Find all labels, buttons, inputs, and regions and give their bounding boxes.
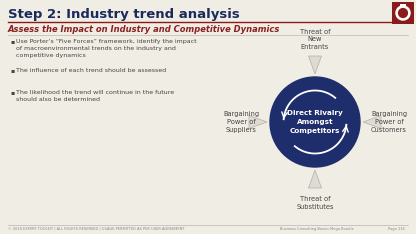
Text: Assess the Impact on Industry and Competitive Dynamics: Assess the Impact on Industry and Compet… [8, 25, 280, 34]
Text: Bargaining
Power of
Customers: Bargaining Power of Customers [371, 111, 407, 133]
Text: ▪: ▪ [10, 90, 14, 95]
Text: Threat of
Substitutes: Threat of Substitutes [296, 196, 334, 210]
Circle shape [399, 9, 407, 17]
Text: Bargaining
Power of
Suppliers: Bargaining Power of Suppliers [223, 111, 259, 133]
Text: Business Consulting Basics Mega Bundle: Business Consulting Basics Mega Bundle [280, 227, 354, 231]
Polygon shape [363, 116, 381, 128]
Polygon shape [309, 170, 322, 188]
FancyBboxPatch shape [392, 2, 414, 24]
Text: Page 116: Page 116 [388, 227, 405, 231]
Polygon shape [249, 116, 267, 128]
Text: Threat of
New
Entrants: Threat of New Entrants [300, 29, 330, 50]
FancyBboxPatch shape [400, 4, 406, 7]
Circle shape [270, 77, 360, 167]
Text: ▪: ▪ [10, 39, 14, 44]
Text: The influence of each trend should be assessed: The influence of each trend should be as… [16, 68, 166, 73]
Text: Step 2: Industry trend analysis: Step 2: Industry trend analysis [8, 8, 240, 21]
Text: © 2018 EXPERT TOOLKIT | ALL RIGHTS RESERVED | USAGE PERMITTED AS PER USER AGREEM: © 2018 EXPERT TOOLKIT | ALL RIGHTS RESER… [8, 227, 185, 231]
Polygon shape [309, 56, 322, 74]
Text: Direct Rivalry
Amongst
Competitors: Direct Rivalry Amongst Competitors [287, 110, 343, 134]
Text: The likelihood the trend will continue in the future
should also be determined: The likelihood the trend will continue i… [16, 90, 174, 102]
Circle shape [396, 6, 410, 20]
Text: ▪: ▪ [10, 68, 14, 73]
Text: Use Porter’s “Five Forces” framework, identify the impact
of macroenvironmental : Use Porter’s “Five Forces” framework, id… [16, 39, 197, 58]
